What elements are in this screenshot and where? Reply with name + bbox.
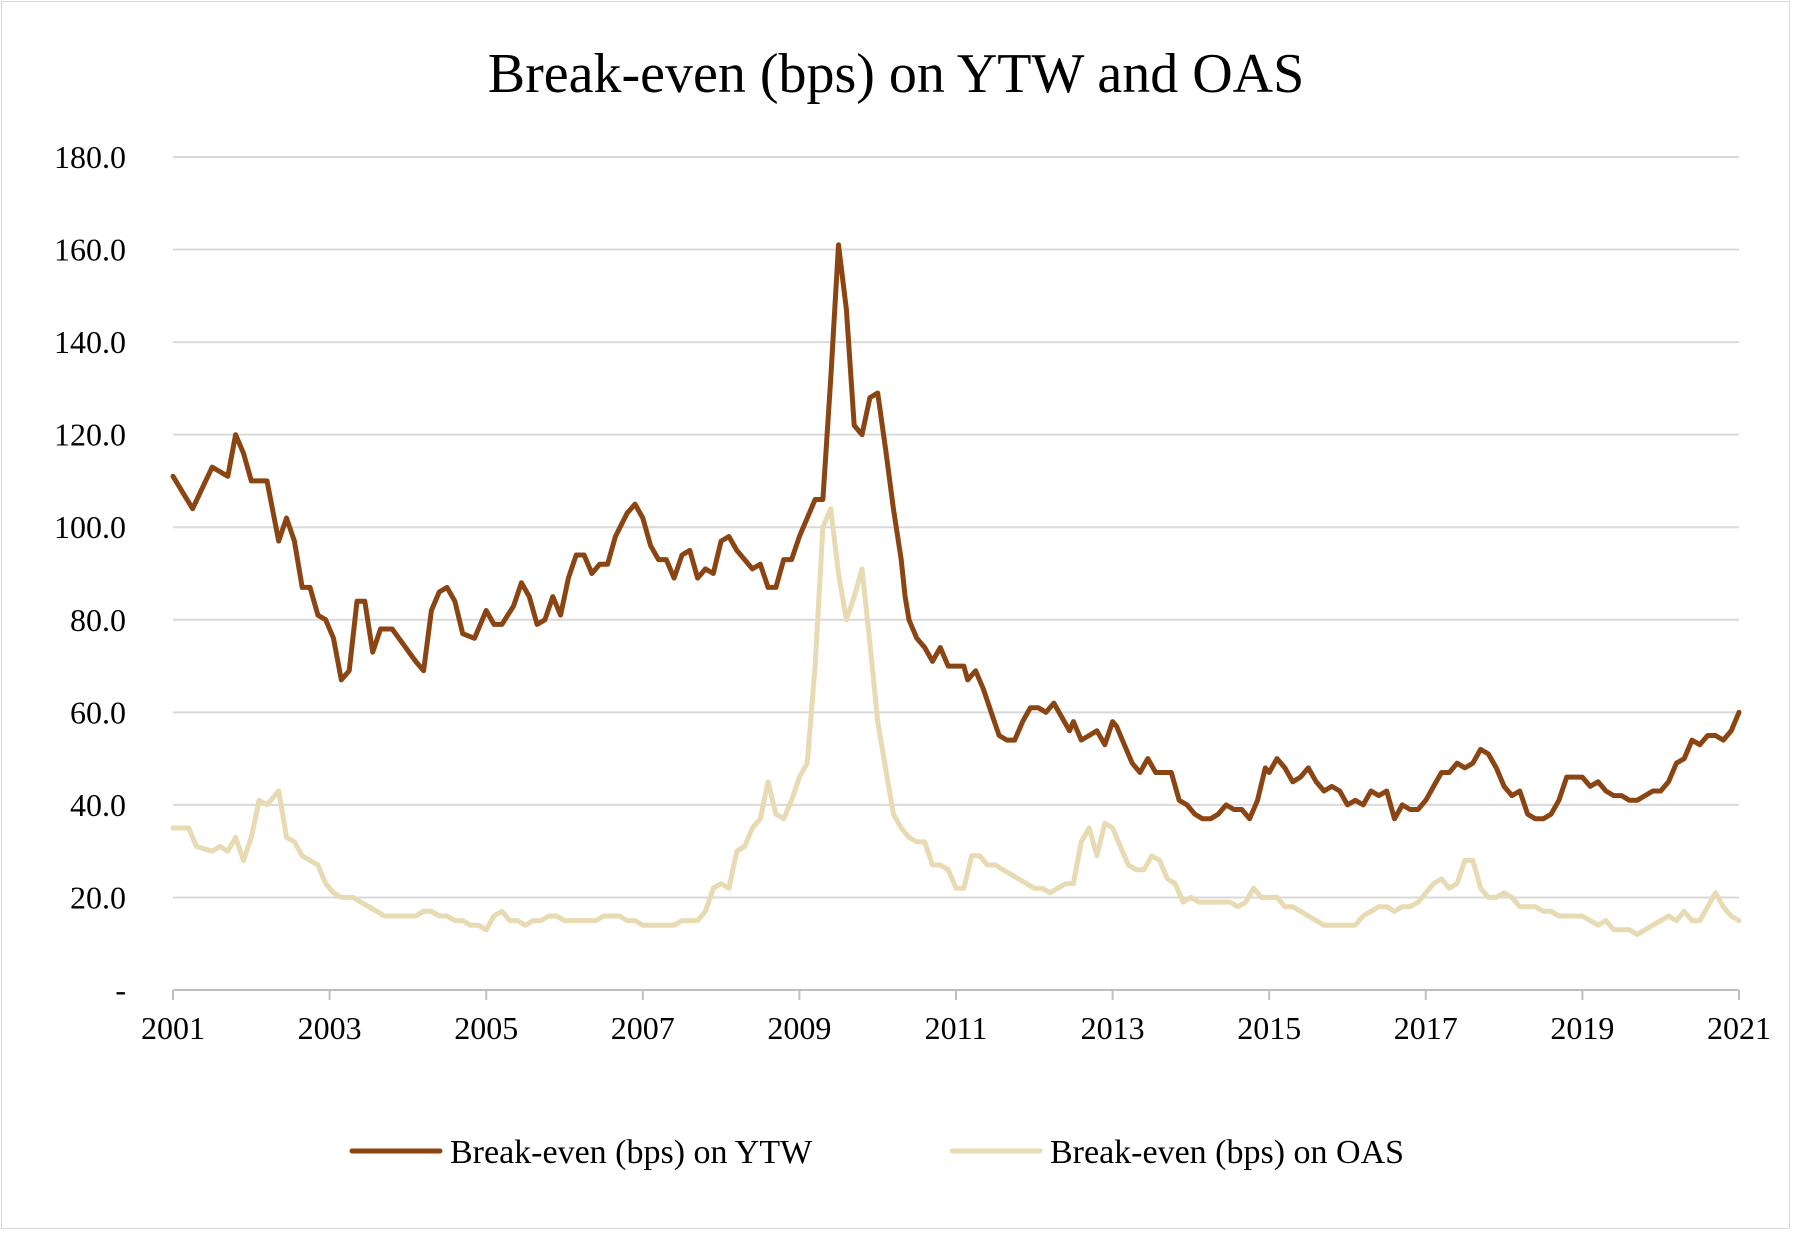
series-line-oas: [170, 506, 1742, 937]
x-tick-label: 2007: [611, 1010, 675, 1046]
x-axis-ticks: 2001 2003 2005 2007 2009 2011 2013 2015 2017 2019…: [141, 990, 1771, 1046]
x-tick-label: 2019: [1550, 1010, 1614, 1046]
gridlines: [173, 156, 1739, 899]
y-tick-label: 20.0: [70, 879, 126, 915]
x-tick-label: 2003: [298, 1010, 362, 1046]
legend-item-oas: Break-even (bps) on OAS: [949, 1134, 1404, 1171]
x-tick-label: 2015: [1237, 1010, 1301, 1046]
legend-label: Break-even (bps) on YTW: [450, 1134, 813, 1171]
y-axis-ticks: - 20.0 40.0 60.0 80.0 100.0 120.0 140.0 160.0 180…: [54, 139, 126, 1008]
x-tick-label: 2011: [925, 1010, 988, 1046]
y-tick-label: 80.0: [70, 602, 126, 638]
x-tick-label: 2017: [1394, 1010, 1458, 1046]
y-tick-label: 120.0: [54, 417, 126, 453]
y-tick-label: 100.0: [54, 509, 126, 545]
x-tick-label: 2005: [454, 1010, 518, 1046]
chart-title: Break-even (bps) on YTW and OAS: [488, 43, 1304, 105]
y-tick-label: 40.0: [70, 787, 126, 823]
legend-item-ytw: Break-even (bps) on YTW: [349, 1134, 813, 1171]
x-tick-label: 2009: [767, 1010, 831, 1046]
y-tick-label: 160.0: [54, 232, 126, 268]
x-tick-label: 2021: [1707, 1010, 1771, 1046]
y-tick-label: 140.0: [54, 324, 126, 360]
y-tick-label: -: [115, 972, 126, 1008]
series-line-ytw: [170, 242, 1742, 822]
x-tick-label: 2001: [141, 1010, 205, 1046]
y-tick-label: 180.0: [54, 139, 126, 175]
legend-label: Break-even (bps) on OAS: [1050, 1134, 1404, 1171]
x-tick-label: 2013: [1081, 1010, 1145, 1046]
series-lines: [170, 242, 1742, 937]
y-tick-label: 60.0: [70, 694, 126, 730]
legend: Break-even (bps) on YTW Break-even (bps) …: [349, 1134, 1404, 1171]
